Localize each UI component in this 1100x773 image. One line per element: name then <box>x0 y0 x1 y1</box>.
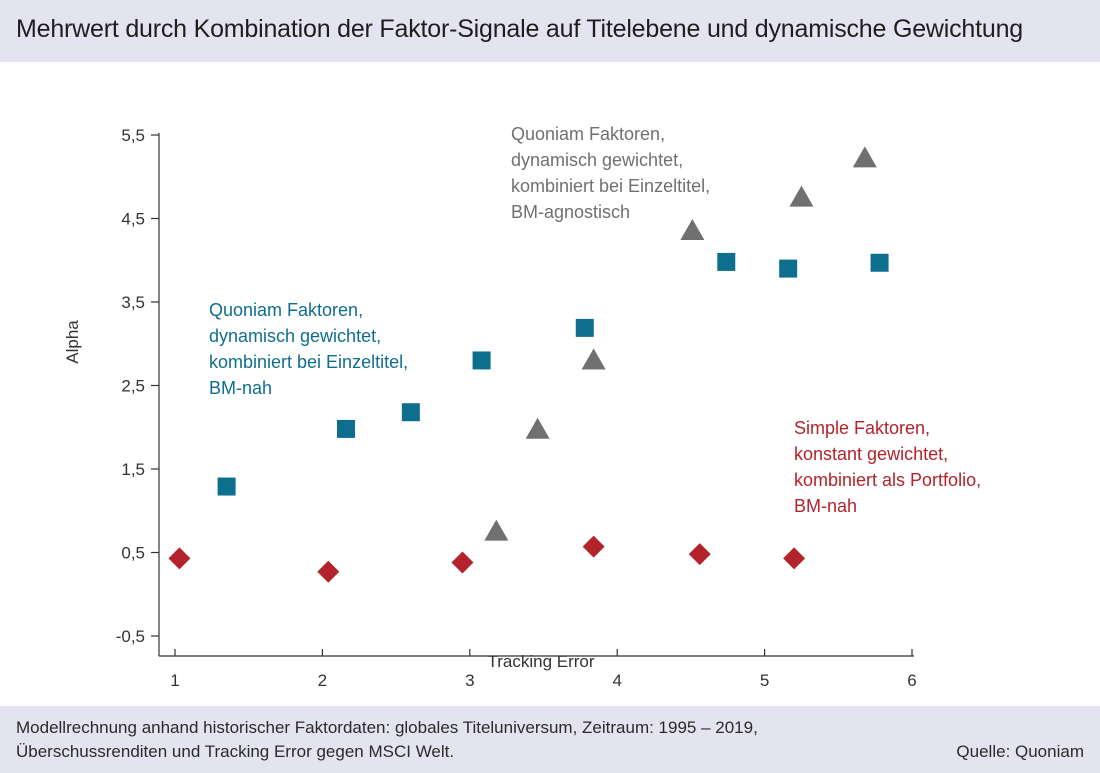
x-tick-label: 5 <box>760 671 769 690</box>
square-point <box>472 351 491 370</box>
y-axis-title: Alpha <box>63 320 82 364</box>
scatter-chart: -0,5 0,5 1,5 2,5 3,5 4,5 5,5 1 2 3 4 5 6 Tracking Err… <box>63 124 981 690</box>
series-label-line: kombiniert als Portfolio, <box>794 470 981 490</box>
x-tick-label: 6 <box>907 671 916 690</box>
triangle-point <box>525 417 550 439</box>
square-point <box>779 259 798 278</box>
series-annotations: Quoniam Faktoren, dynamisch gewichtet, kom… <box>209 124 981 516</box>
footnote-line-2: Überschussrenditen und Tracking Error ge… <box>16 742 455 761</box>
series-label-line: Quoniam Faktoren, <box>209 300 363 320</box>
square-point <box>336 419 355 438</box>
triangle-point <box>581 348 606 370</box>
series-label-line: konstant gewichtet, <box>794 444 948 464</box>
square-point <box>401 403 420 422</box>
square-point <box>217 477 236 496</box>
series-label-line: kombiniert bei Einzeltitel, <box>511 176 710 196</box>
series-label-triangle: Quoniam Faktoren, dynamisch gewichtet, kom… <box>511 124 710 222</box>
series-label-line: Quoniam Faktoren, <box>511 124 665 144</box>
x-tick-label: 2 <box>318 671 327 690</box>
triangle-point <box>484 519 509 541</box>
y-tick-label: 4,5 <box>121 210 145 229</box>
triangle-point <box>789 185 814 207</box>
axes: -0,5 0,5 1,5 2,5 3,5 4,5 5,5 1 2 3 4 5 6 Tracking Err… <box>63 126 917 690</box>
series-label-line: Simple Faktoren, <box>794 418 930 438</box>
y-tick-label: 5,5 <box>121 126 145 145</box>
y-tick-label: 2,5 <box>121 377 145 396</box>
square-point <box>870 253 889 272</box>
diamond-point <box>168 547 191 570</box>
data-points <box>168 146 889 583</box>
triangle-point <box>852 146 877 168</box>
series-label-line: BM-nah <box>794 496 857 516</box>
footnote-line-1: Modellrechnung anhand historischer Fakto… <box>16 718 758 737</box>
series-label-square: Quoniam Faktoren, dynamisch gewichtet, kom… <box>209 300 408 398</box>
series-label-diamond: Simple Faktoren, konstant gewichtet, kombi… <box>794 418 981 516</box>
x-tick-label: 3 <box>465 671 474 690</box>
footnote: Modellrechnung anhand historischer Fakto… <box>16 716 758 764</box>
y-tick-label: 1,5 <box>121 460 145 479</box>
y-tick-label: 3,5 <box>121 293 145 312</box>
diamond-point <box>783 547 806 570</box>
square-point <box>575 318 594 337</box>
x-tick-label: 4 <box>612 671 621 690</box>
diamond-point <box>451 551 474 574</box>
title-bar: Mehrwert durch Kombination der Faktor-Si… <box>0 0 1100 62</box>
chart-area: -0,5 0,5 1,5 2,5 3,5 4,5 5,5 1 2 3 4 5 6 Tracking Err… <box>0 62 1100 706</box>
source-credit: Quelle: Quoniam <box>956 742 1084 761</box>
series-label-line: dynamisch gewichtet, <box>511 150 683 170</box>
series-label-line: kombiniert bei Einzeltitel, <box>209 352 408 372</box>
footer-bar: Modellrechnung anhand historischer Fakto… <box>0 706 1100 773</box>
diamond-point <box>688 543 711 566</box>
series-label-line: BM-agnostisch <box>511 202 630 222</box>
series-label-line: BM-nah <box>209 378 272 398</box>
square-point <box>717 252 736 271</box>
y-tick-label: -0,5 <box>116 627 145 646</box>
diamond-point <box>582 535 605 558</box>
series-label-line: dynamisch gewichtet, <box>209 326 381 346</box>
chart-title: Mehrwert durch Kombination der Faktor-Si… <box>16 15 1023 43</box>
x-axis-title: Tracking Error <box>487 652 594 671</box>
y-tick-label: 0,5 <box>121 544 145 563</box>
x-tick-label: 1 <box>170 671 179 690</box>
triangle-point <box>680 219 705 241</box>
diamond-point <box>317 560 340 583</box>
